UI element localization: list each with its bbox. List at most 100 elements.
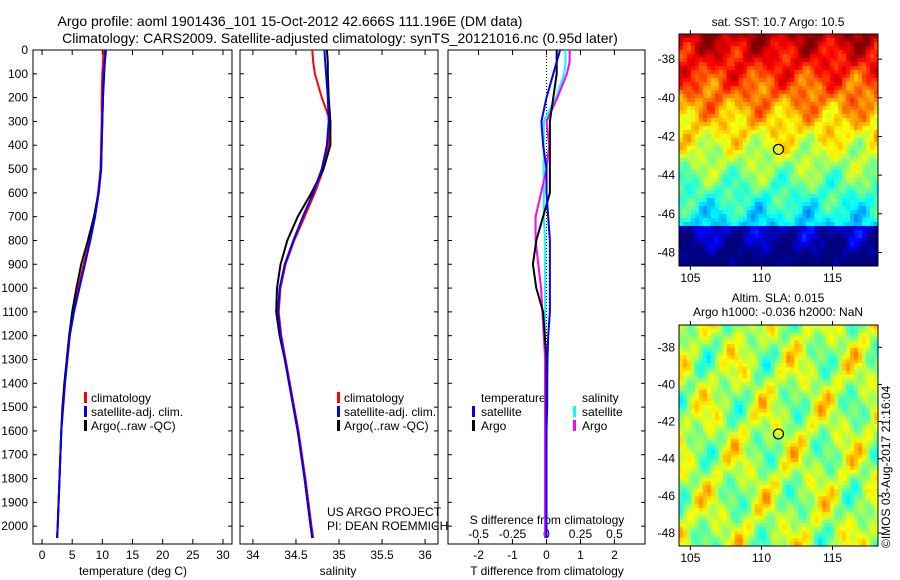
- map-cell: [778, 258, 783, 263]
- map-cell: [834, 46, 839, 51]
- map-cell: [802, 258, 807, 263]
- map-cell: [778, 150, 783, 155]
- map-cell: [822, 443, 827, 448]
- map-cell: [679, 420, 684, 425]
- map-cell: [690, 66, 696, 71]
- map-cell: [798, 258, 803, 263]
- map-cell: [846, 58, 851, 63]
- map-cell: [694, 102, 700, 107]
- map-cell: [774, 222, 779, 227]
- map-cell: [726, 110, 732, 115]
- map-cell: [742, 446, 748, 452]
- map-cell: [842, 46, 847, 51]
- map-cell: [766, 340, 772, 345]
- map-cell: [814, 347, 819, 353]
- map-cell: [766, 90, 772, 95]
- map-cell: [830, 102, 835, 107]
- map-cell: [810, 202, 815, 207]
- map-cell: [714, 412, 720, 417]
- map-cell: [726, 114, 732, 119]
- map-cell: [846, 378, 851, 383]
- map-cell: [778, 374, 783, 379]
- map-cell: [698, 454, 704, 459]
- map-cell: [714, 351, 720, 356]
- map-cell: [754, 178, 760, 183]
- map-cell: [770, 58, 776, 63]
- map-cell: [698, 408, 704, 414]
- map-cell: [782, 58, 787, 63]
- map-cell: [702, 332, 708, 337]
- map-cell: [702, 74, 708, 79]
- map-cell: [682, 443, 688, 448]
- map-cell: [854, 242, 859, 247]
- map-cell: [682, 158, 688, 163]
- map-cell: [762, 194, 768, 199]
- map-cell: [690, 142, 696, 147]
- map-cell: [858, 150, 863, 155]
- map-cell: [742, 431, 748, 436]
- map-cell: [794, 58, 799, 63]
- map-cell: [730, 82, 736, 87]
- map-cell: [702, 254, 708, 259]
- map-cell: [770, 150, 776, 155]
- map-cell: [686, 178, 692, 183]
- map-cell: [770, 110, 776, 115]
- map-cell: [702, 385, 708, 391]
- map-cell: [766, 366, 772, 372]
- map-cell: [786, 454, 791, 459]
- map-cell: [850, 38, 855, 43]
- map-cell: [786, 178, 791, 183]
- map-cell: [778, 230, 783, 235]
- map-cell: [734, 427, 740, 433]
- map-cell: [782, 106, 787, 111]
- map-cell: [774, 370, 779, 376]
- map-cell: [850, 86, 855, 91]
- map-cell: [686, 344, 692, 349]
- map-cell: [786, 198, 791, 203]
- map-cell: [818, 382, 823, 387]
- map-cell: [710, 325, 716, 330]
- map-cell: [846, 230, 851, 235]
- map-cell: [750, 427, 756, 433]
- map-cell: [766, 114, 772, 119]
- map-cell: [770, 122, 776, 127]
- map-cell: [742, 206, 748, 211]
- map-cell: [790, 78, 795, 83]
- map-cell: [718, 374, 724, 379]
- map-cell: [874, 198, 879, 203]
- map-cell: [734, 258, 740, 263]
- map-cell: [762, 158, 768, 163]
- map-cell: [698, 355, 704, 360]
- map-cell: [798, 238, 803, 243]
- map-cell: [726, 397, 732, 402]
- map-cell: [762, 206, 768, 211]
- map-cell: [814, 378, 819, 383]
- map-cell: [814, 46, 819, 51]
- map-cell: [766, 210, 772, 215]
- map-cell: [746, 420, 752, 425]
- map-cell: [802, 412, 807, 417]
- map-cell: [762, 234, 768, 239]
- map-cell: [782, 328, 787, 334]
- map-cell: [854, 238, 859, 243]
- map-cell: [862, 336, 867, 341]
- map-cell: [830, 194, 835, 199]
- map-cell: [826, 166, 831, 171]
- map-cell: [698, 336, 704, 341]
- map-cell: [862, 405, 867, 410]
- map-cell: [806, 214, 811, 219]
- map-cell: [758, 102, 764, 107]
- map-cell: [838, 439, 843, 444]
- map-cell: [802, 366, 807, 372]
- map-cell: [686, 431, 692, 436]
- map-cell: [726, 46, 732, 51]
- map-cell: [818, 374, 823, 379]
- map-cell: [842, 385, 847, 391]
- map-cell: [806, 454, 811, 459]
- map-cell: [710, 416, 716, 421]
- map-cell: [686, 166, 692, 171]
- map-cell: [838, 198, 843, 203]
- map-cell: [734, 226, 740, 231]
- map-cell: [679, 242, 684, 247]
- map-cell: [742, 332, 748, 337]
